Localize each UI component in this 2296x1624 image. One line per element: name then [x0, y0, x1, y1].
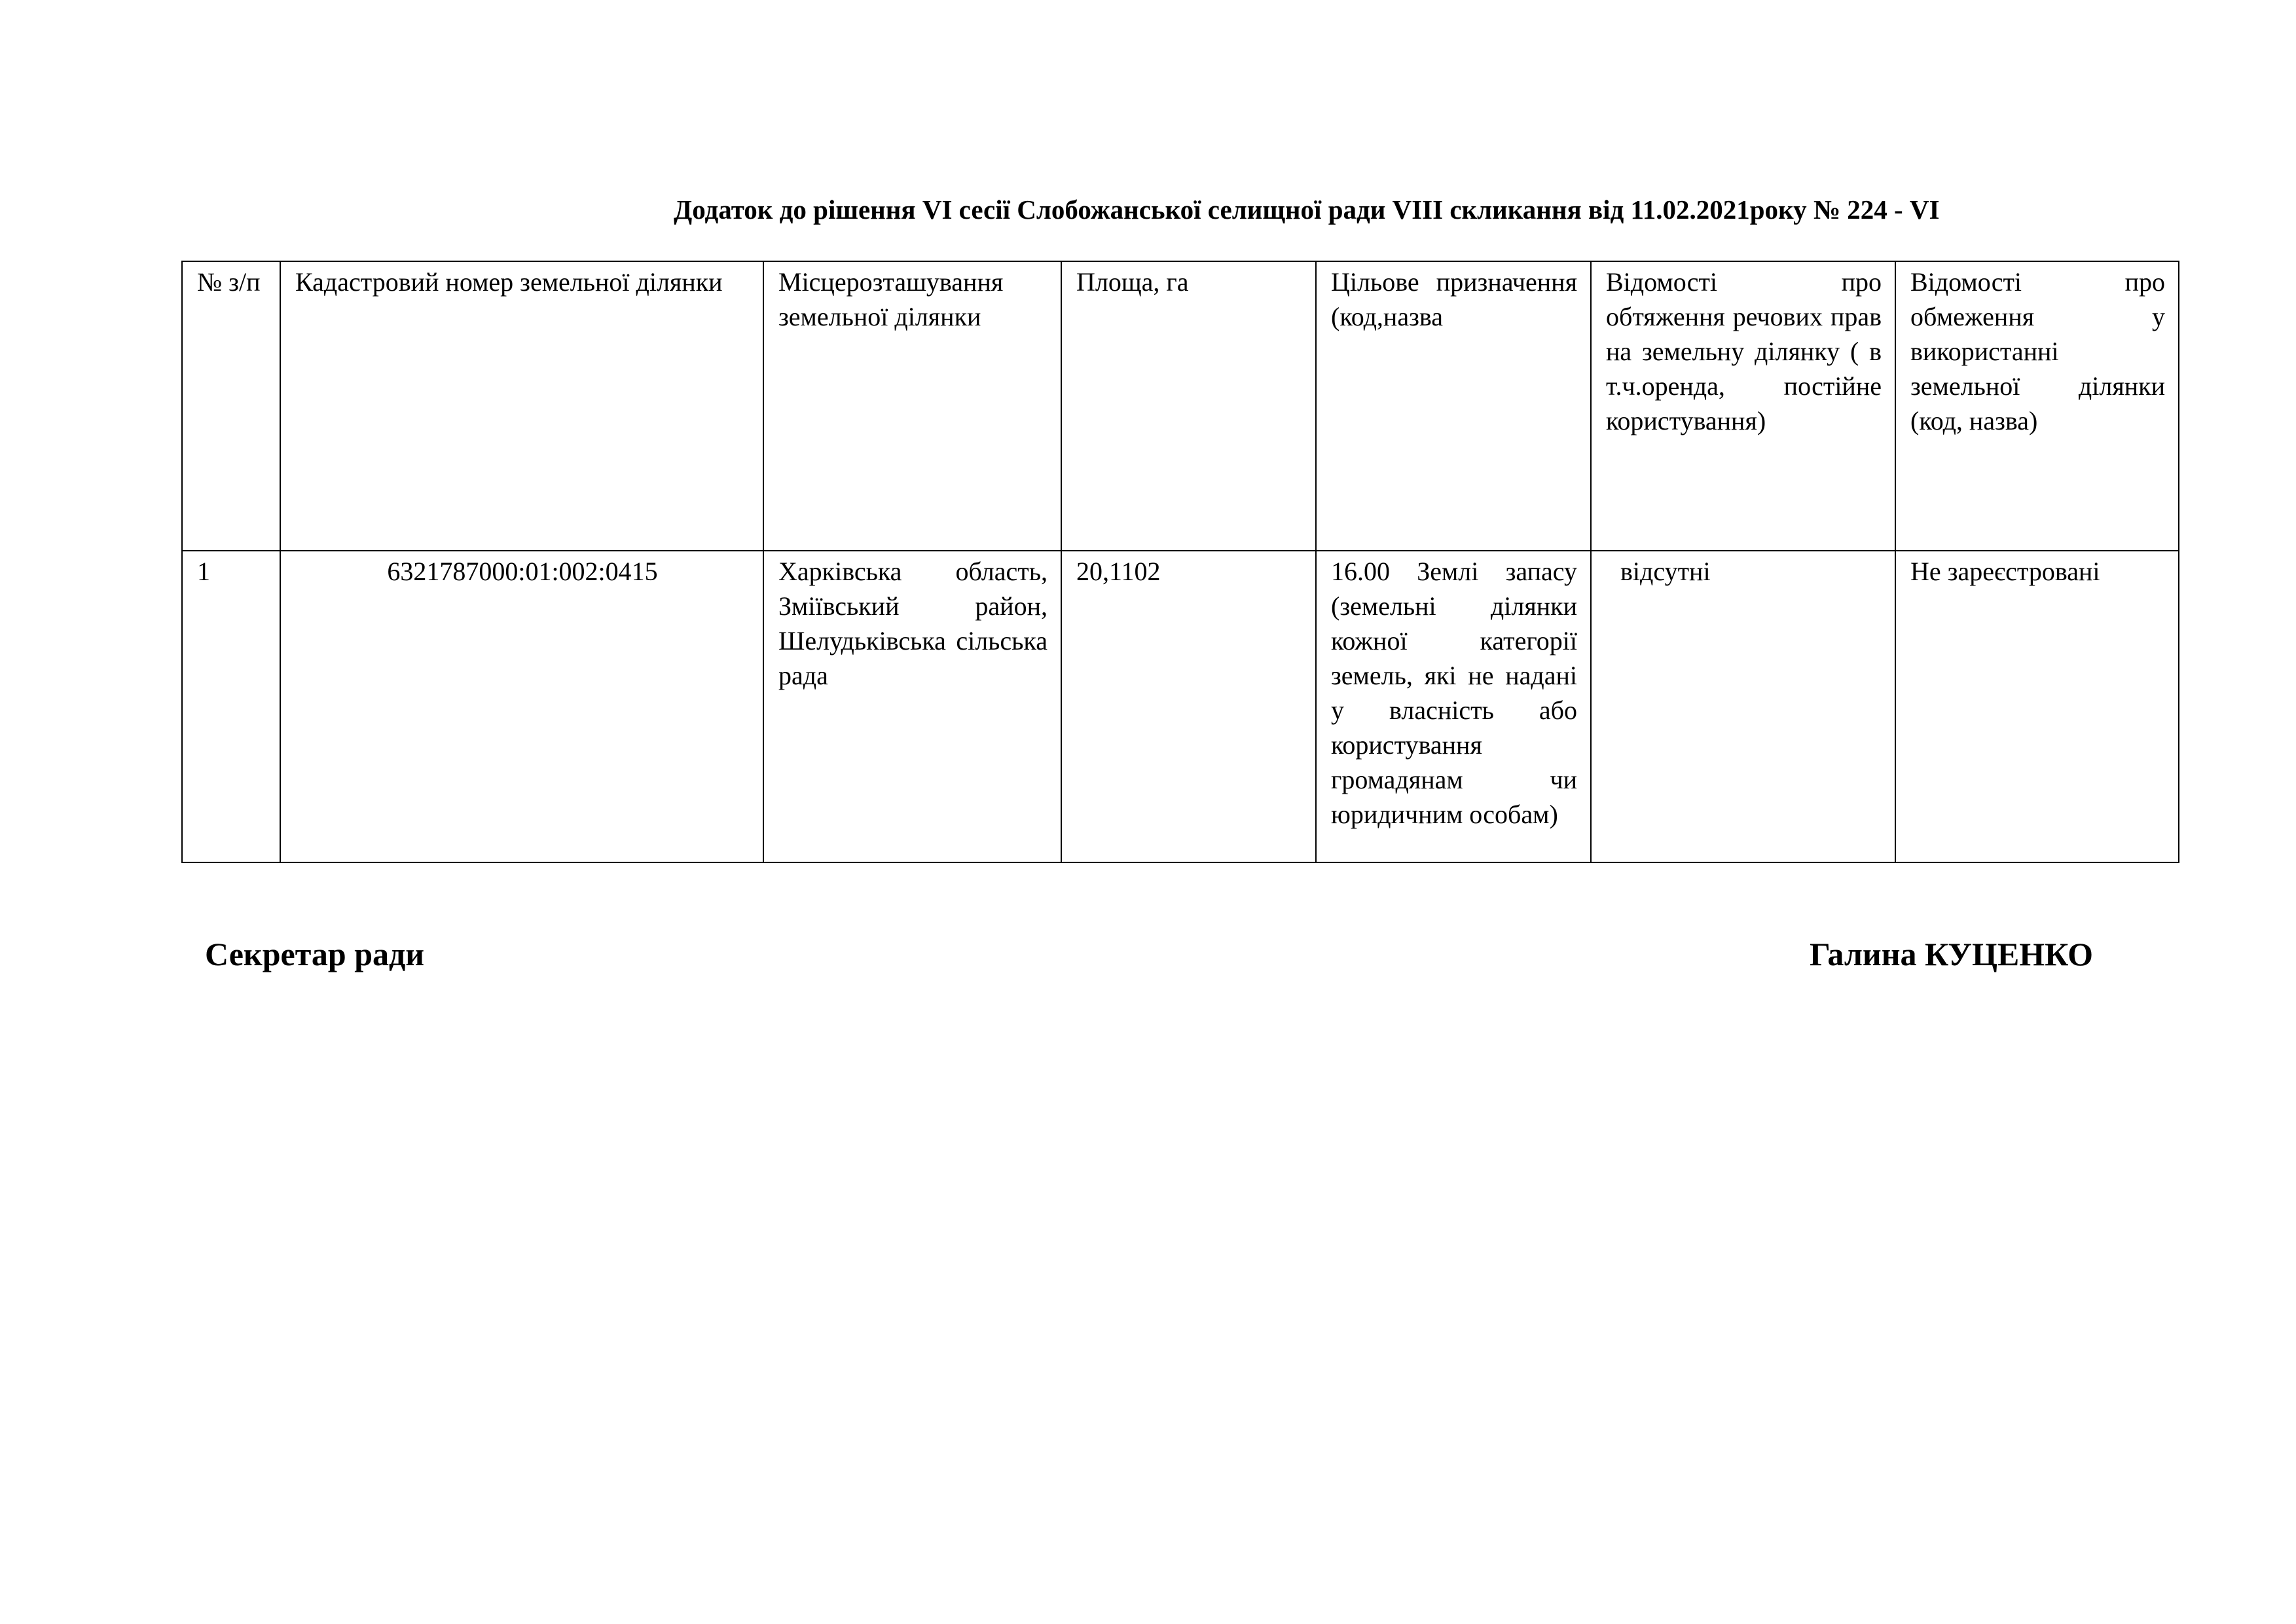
table-row: 1 6321787000:01:002:0415 Харківська обла…	[181, 550, 2179, 863]
cell-encumbrance: відсутні	[1590, 550, 1896, 863]
header-area: Площа, га	[1061, 261, 1317, 551]
header-location: Місцерозташування земельної ділянки	[763, 261, 1062, 551]
header-number: № з/п	[181, 261, 281, 551]
cell-number: 1	[181, 550, 281, 863]
header-encumbrance: Відомості про обтяження речових прав на …	[1590, 261, 1896, 551]
signature-position: Секретар ради	[205, 936, 425, 972]
header-cadastral: Кадастровий номер земельної ділянки	[280, 261, 764, 551]
table-header-row: № з/п Кадастровий номер земельної ділянк…	[181, 261, 2179, 551]
cell-area: 20,1102	[1061, 550, 1317, 863]
document-title: Додаток до рішення VI сесії Слобожансько…	[674, 194, 1940, 225]
header-purpose: Цільове призначення (код,назва	[1315, 261, 1592, 551]
cell-purpose: 16.00 Землі запасу (земельні ділянки кож…	[1315, 550, 1592, 863]
cell-cadastral: 6321787000:01:002:0415	[280, 550, 764, 863]
header-restriction: Відомості про обмеження у використанні з…	[1895, 261, 2179, 551]
cell-location: Харківська область, Зміївський район, Ше…	[763, 550, 1062, 863]
cell-restriction: Не зареєстровані	[1895, 550, 2179, 863]
land-plot-table: № з/п Кадастровий номер земельної ділянк…	[181, 261, 2179, 863]
signature-name: Галина КУЦЕНКО	[1809, 936, 2093, 972]
